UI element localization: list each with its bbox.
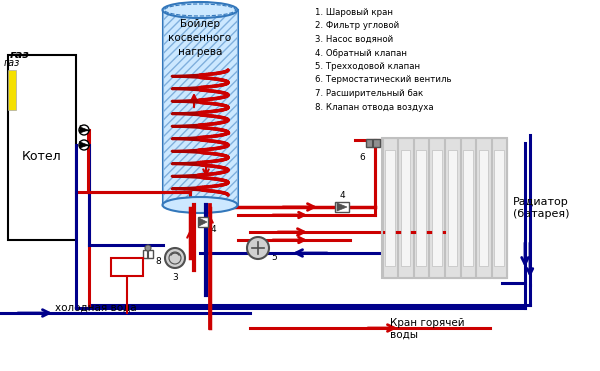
Circle shape — [169, 252, 181, 264]
Text: холодная вода: холодная вода — [55, 303, 137, 313]
Bar — [494, 150, 504, 266]
Bar — [366, 139, 380, 147]
Text: Котел: Котел — [22, 150, 62, 163]
Bar — [445, 138, 460, 278]
Text: Кран горячей
воды: Кран горячей воды — [390, 318, 464, 339]
Text: 2: 2 — [78, 125, 83, 135]
Bar — [383, 138, 397, 278]
Text: 2. Фильтр угловой: 2. Фильтр угловой — [315, 22, 399, 30]
Bar — [461, 138, 475, 278]
Polygon shape — [199, 218, 207, 226]
Text: 1. Шаровый кран: 1. Шаровый кран — [315, 8, 393, 17]
Text: 3. Насос водяной: 3. Насос водяной — [315, 35, 393, 44]
Bar — [163, 10, 238, 205]
Text: 8: 8 — [155, 257, 161, 266]
Text: 5. Трехходовой клапан: 5. Трехходовой клапан — [315, 62, 420, 71]
Text: Радиатор
(батарея): Радиатор (батарея) — [513, 197, 569, 219]
Bar — [398, 138, 413, 278]
Text: 7. Расширительный бак: 7. Расширительный бак — [315, 89, 423, 98]
Circle shape — [165, 248, 185, 268]
Text: 4. Обратный клапан: 4. Обратный клапан — [315, 49, 407, 58]
Bar — [476, 138, 491, 278]
Text: газ: газ — [10, 50, 30, 60]
Circle shape — [79, 125, 89, 135]
Bar — [8, 70, 16, 110]
Text: 6. Термостатический вентиль: 6. Термостатический вентиль — [315, 76, 452, 85]
Circle shape — [145, 245, 151, 251]
Bar — [385, 150, 395, 266]
Bar — [401, 150, 410, 266]
Polygon shape — [80, 142, 88, 148]
Bar — [416, 150, 426, 266]
Bar — [111, 258, 143, 276]
Bar — [198, 217, 208, 227]
Bar — [163, 10, 238, 205]
Circle shape — [79, 140, 89, 150]
Text: 5: 5 — [271, 253, 277, 263]
Text: Бойлер
косвенного
нагрева: Бойлер косвенного нагрева — [169, 19, 232, 57]
Bar — [430, 138, 444, 278]
Text: 3: 3 — [172, 273, 178, 282]
Bar — [143, 250, 153, 258]
Text: 1: 1 — [78, 141, 84, 150]
Text: 4: 4 — [211, 226, 217, 234]
Polygon shape — [337, 203, 347, 211]
Polygon shape — [80, 127, 88, 133]
Text: 6: 6 — [359, 152, 365, 161]
Text: 8. Клапан отвода воздуха: 8. Клапан отвода воздуха — [315, 102, 434, 112]
Text: газ: газ — [4, 58, 20, 68]
Bar — [448, 150, 457, 266]
Bar — [479, 150, 488, 266]
Bar — [463, 150, 473, 266]
Bar — [382, 138, 507, 278]
Bar — [8, 55, 76, 240]
Circle shape — [247, 237, 269, 259]
Ellipse shape — [163, 2, 238, 18]
Text: 7: 7 — [124, 263, 130, 272]
Text: 4: 4 — [339, 190, 345, 200]
Bar — [335, 202, 349, 212]
Bar — [492, 138, 506, 278]
Ellipse shape — [163, 197, 238, 213]
Bar — [432, 150, 442, 266]
Bar — [414, 138, 428, 278]
